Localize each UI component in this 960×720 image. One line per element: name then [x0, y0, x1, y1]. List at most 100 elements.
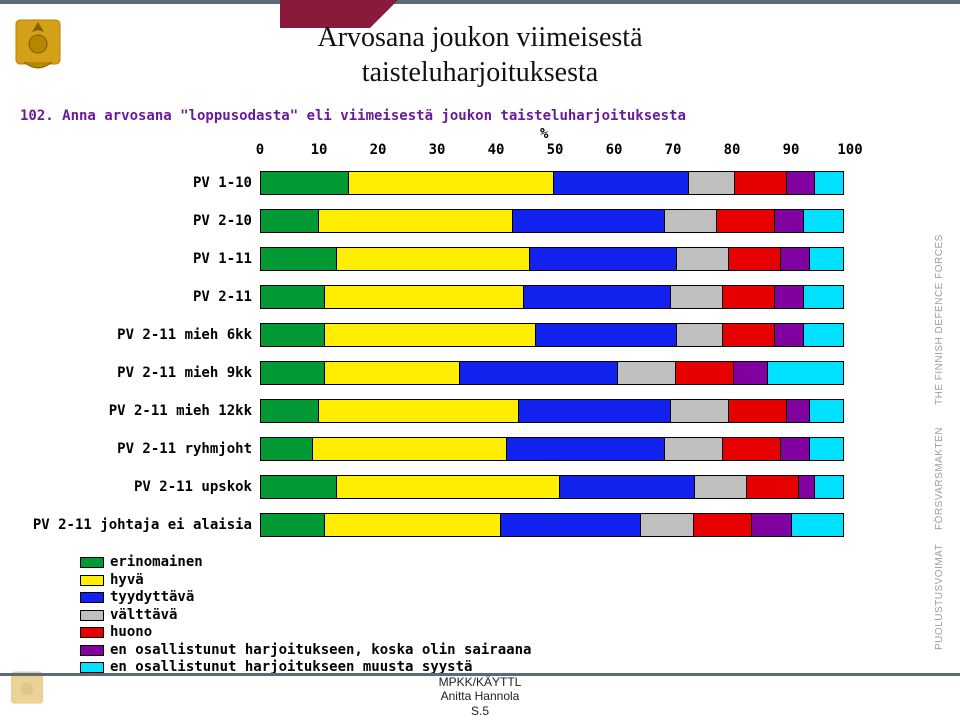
bar-segment — [688, 171, 735, 195]
bar-segment — [523, 285, 671, 309]
axis-tick: 90 — [783, 142, 800, 158]
axis-tick: 0 — [256, 142, 264, 158]
bar-segment — [260, 475, 337, 499]
chart-row: PV 2-11 — [20, 282, 910, 312]
footer: MPKK/KÄYTTL Anitta Hannola S.5 — [0, 675, 960, 718]
stacked-bar — [260, 209, 850, 233]
axis-tick: 20 — [370, 142, 387, 158]
bar-segment — [318, 209, 513, 233]
row-label: PV 2-11 mieh 9kk — [20, 365, 260, 381]
chart-row: PV 1-11 — [20, 244, 910, 274]
bar-segment — [746, 475, 799, 499]
chart-row: PV 2-11 mieh 12kk — [20, 396, 910, 426]
axis-tick: 80 — [724, 142, 741, 158]
stacked-bar — [260, 513, 850, 537]
stacked-bar — [260, 475, 850, 499]
axis-tick: 10 — [311, 142, 328, 158]
bar-segment — [814, 171, 844, 195]
bar-segment — [512, 209, 665, 233]
bar-segment — [260, 323, 325, 347]
axis-tick: 40 — [488, 142, 505, 158]
legend-item: välttävä — [80, 607, 910, 625]
bar-segment — [675, 361, 734, 385]
row-label: PV 2-11 mieh 6kk — [20, 327, 260, 343]
bar-segment — [791, 513, 844, 537]
chart-row: PV 2-10 — [20, 206, 910, 236]
bar-segment — [774, 209, 804, 233]
bar-segment — [260, 247, 337, 271]
bar-segment — [664, 437, 723, 461]
bar-segment — [809, 437, 844, 461]
row-label: PV 1-10 — [20, 175, 260, 191]
bar-segment — [716, 209, 775, 233]
chart-row: PV 2-11 johtaja ei alaisia — [20, 510, 910, 540]
legend-swatch — [80, 662, 104, 673]
bar-segment — [312, 437, 507, 461]
legend: erinomainenhyvätyydyttävävälttävähuonoen… — [80, 554, 910, 677]
bar-segment — [260, 171, 349, 195]
legend-swatch — [80, 627, 104, 638]
legend-swatch — [80, 575, 104, 586]
bar-segment — [324, 513, 501, 537]
bar-segment — [676, 247, 729, 271]
bar-segment — [694, 475, 747, 499]
bar-segment — [318, 399, 519, 423]
legend-label: tyydyttävä — [110, 589, 194, 607]
bar-segment — [734, 171, 787, 195]
bar-segment — [324, 361, 460, 385]
stacked-bar — [260, 247, 850, 271]
legend-item: tyydyttävä — [80, 589, 910, 607]
bar-segment — [529, 247, 677, 271]
question-text: 102. Anna arvosana "loppusodasta" eli vi… — [20, 108, 910, 124]
bar-segment — [535, 323, 677, 347]
bar-segment — [728, 399, 787, 423]
bar-segment — [786, 171, 816, 195]
bar-segment — [670, 399, 729, 423]
axis-tick: 50 — [547, 142, 564, 158]
bar-segment — [260, 399, 319, 423]
bar-segment — [459, 361, 618, 385]
bar-segment — [336, 475, 560, 499]
title-line-1: Arvosana joukon viimeisestä — [317, 22, 642, 53]
bar-segment — [518, 399, 671, 423]
percent-label: % — [540, 126, 548, 142]
row-label: PV 2-11 mieh 12kk — [20, 403, 260, 419]
bar-segment — [336, 247, 531, 271]
axis-tick: 30 — [429, 142, 446, 158]
row-label: PV 2-11 johtaja ei alaisia — [20, 517, 260, 533]
bar-segment — [260, 209, 319, 233]
bar-segment — [617, 361, 676, 385]
stacked-bar — [260, 171, 850, 195]
chart-row: PV 1-10 — [20, 168, 910, 198]
row-label: PV 1-11 — [20, 251, 260, 267]
bar-segment — [780, 247, 810, 271]
axis-tick: 60 — [606, 142, 623, 158]
row-label: PV 2-11 — [20, 289, 260, 305]
legend-label: hyvä — [110, 572, 144, 590]
legend-swatch — [80, 557, 104, 568]
legend-label: erinomainen — [110, 554, 203, 572]
legend-label: välttävä — [110, 607, 177, 625]
legend-item: erinomainen — [80, 554, 910, 572]
legend-label: huono — [110, 624, 152, 642]
bar-segment — [348, 171, 555, 195]
bar-segment — [676, 323, 723, 347]
bar-segment — [693, 513, 752, 537]
bar-segment — [260, 437, 313, 461]
axis-tick: 70 — [665, 142, 682, 158]
bar-segment — [722, 437, 781, 461]
legend-label: en osallistunut harjoitukseen, koska oli… — [110, 642, 531, 660]
legend-swatch — [80, 592, 104, 603]
bar-segment — [786, 399, 810, 423]
stacked-bar-chart: 102. Anna arvosana "loppusodasta" eli vi… — [20, 108, 910, 677]
bar-segment — [260, 513, 325, 537]
chart-rows: PV 1-10 PV 2-10 PV 1-11 PV 2-11 PV 2-11 mieh… — [20, 168, 910, 540]
bar-segment — [640, 513, 693, 537]
chart-row: PV 2-11 mieh 6kk — [20, 320, 910, 350]
bar-segment — [809, 247, 844, 271]
top-stripe — [0, 0, 960, 4]
side-org-labels: PUOLUSTUSVOIMAT FÖRSVARSMAKTEN THE FINNI… — [934, 190, 954, 650]
chart-row: PV 2-11 ryhmjoht — [20, 434, 910, 464]
bar-segment — [324, 285, 525, 309]
bar-segment — [774, 323, 804, 347]
